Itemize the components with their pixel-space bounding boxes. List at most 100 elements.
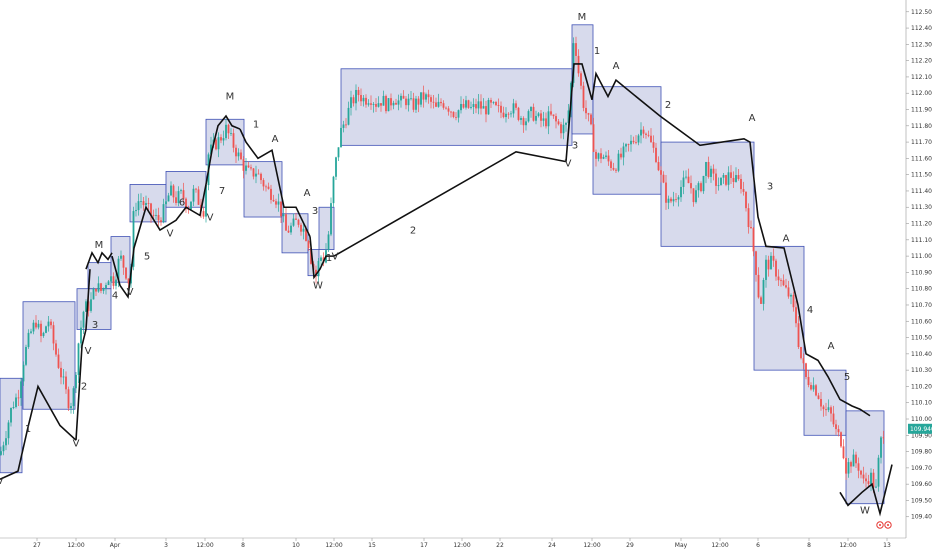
wave-label: 5 [844, 372, 850, 383]
candle-body [277, 201, 280, 205]
wave-label: V [167, 229, 174, 240]
candle-body [567, 110, 570, 123]
candle-body [170, 185, 172, 196]
candle-body [400, 95, 402, 101]
candle-body [137, 201, 140, 211]
candle-body [815, 385, 817, 396]
x-tick-label: 12:00 [196, 542, 213, 549]
candle-body [842, 446, 845, 459]
candle-body [342, 124, 345, 128]
candle-body [320, 257, 322, 261]
candle-body [752, 228, 755, 252]
candle-body [67, 389, 70, 409]
candle-body [135, 210, 137, 212]
candle-body [157, 214, 160, 221]
candle-body [850, 462, 852, 467]
candle-body [132, 211, 135, 267]
candle-body [80, 327, 82, 344]
candle-body [505, 113, 507, 118]
candle-body [665, 182, 667, 203]
candle-body [807, 376, 810, 386]
candle-body [812, 385, 815, 390]
candle-body [655, 147, 657, 163]
candle-body [550, 111, 552, 115]
candle-body [695, 190, 697, 203]
candle-body [250, 167, 252, 169]
candle-body [2, 445, 5, 452]
candle-body [367, 103, 370, 105]
wave-label: 4 [112, 290, 118, 301]
candle-body [740, 178, 742, 190]
candle-body [797, 323, 800, 348]
wave-label: 4 [807, 305, 813, 316]
candle-body [667, 198, 670, 203]
candle-body [435, 102, 437, 107]
candle-body [787, 287, 790, 297]
candle-body [447, 108, 450, 112]
candle-body [547, 111, 550, 127]
candle-body [847, 462, 850, 474]
candle-body [762, 279, 765, 304]
y-tick-label: 110.400 [911, 351, 932, 358]
candle-body [827, 407, 830, 411]
candle-body [220, 137, 222, 141]
candle-body [817, 395, 820, 399]
candle-body [500, 105, 502, 113]
candle-body [290, 225, 292, 233]
candle-body [112, 276, 115, 286]
candle-body [682, 177, 685, 187]
candle-body [555, 116, 557, 122]
candle-body [522, 118, 525, 126]
candle-body [87, 301, 90, 311]
x-tick-label: 17 [420, 542, 428, 549]
x-tick-label: 13 [883, 542, 891, 549]
candle-body [50, 321, 52, 326]
candle-body [627, 144, 630, 145]
candle-body [602, 156, 605, 159]
candle-body [152, 214, 155, 216]
candle-body [35, 322, 37, 328]
candle-body [497, 105, 500, 106]
candle-body [540, 113, 542, 121]
candle-body [805, 363, 807, 377]
candle-body [770, 255, 772, 270]
candle-body [475, 104, 477, 109]
range-box [571, 24, 594, 135]
candle-body [422, 92, 425, 100]
candle-body [660, 170, 662, 175]
wave-label: 1 [253, 119, 259, 130]
candle-body [115, 279, 117, 286]
range-box [803, 369, 847, 436]
candle-body [85, 301, 87, 312]
candle-body [560, 124, 562, 134]
candle-body [165, 201, 167, 205]
candle-body [595, 151, 597, 159]
candle-body [810, 385, 812, 390]
wave-label: 7 [219, 186, 225, 197]
candle-body [175, 197, 177, 204]
candle-body [285, 214, 287, 231]
wave-label: 2 [665, 100, 671, 111]
candle-body [232, 133, 235, 148]
wave-label: V [0, 476, 4, 487]
wave-label: 1 [594, 46, 600, 57]
wave-label: A [272, 134, 279, 145]
candle-body [702, 175, 705, 192]
alert-icon [884, 521, 892, 529]
candle-body [727, 172, 730, 185]
y-tick-label: 109.400 [911, 514, 932, 521]
y-tick-label: 110.300 [911, 367, 932, 374]
candle-body [330, 203, 332, 235]
candle-body [245, 165, 247, 171]
candle-body [55, 343, 57, 355]
candle-body [512, 103, 515, 114]
candle-body [642, 129, 645, 134]
candle-body [445, 107, 447, 109]
candle-body [625, 144, 627, 147]
candle-body [780, 280, 782, 282]
candle-body [600, 153, 602, 159]
candle-body [457, 110, 460, 118]
wave-label: V [207, 212, 214, 223]
candle-body [852, 454, 855, 467]
